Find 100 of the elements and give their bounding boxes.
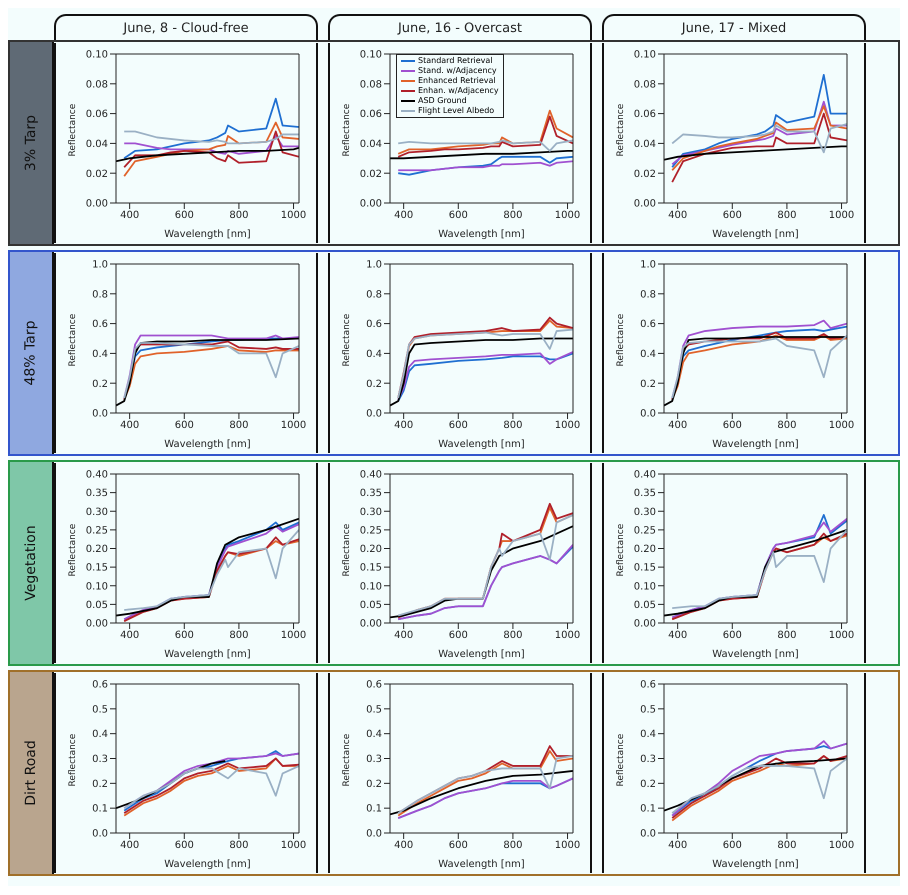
x-axis-title: Wavelength [nm] [712, 649, 799, 660]
x-axis-title: Wavelength [nm] [438, 649, 525, 660]
y-tick-label: 0.0 [92, 828, 108, 840]
y-tick-label: 0.10 [634, 581, 656, 592]
y-tick-label: 0.10 [360, 581, 382, 592]
line-series [123, 130, 299, 168]
x-tick-label: 800 [503, 210, 522, 222]
y-tick-label: 0.30 [86, 506, 108, 518]
y-tick-label: 0.00 [634, 198, 656, 210]
y-tick-label: 0.4 [92, 729, 108, 740]
line-series [390, 770, 573, 816]
text: 48% Tarp [23, 320, 39, 386]
y-tick-label: 0.05 [634, 600, 656, 611]
y-axis-title: Reflectance [342, 103, 352, 156]
x-tick-label: 600 [722, 420, 742, 432]
y-tick-label: 0.6 [640, 319, 656, 330]
y-tick-label: 0.02 [360, 168, 382, 180]
x-axis-title: Wavelength [nm] [712, 859, 799, 870]
y-tick-label: 0.20 [86, 544, 108, 556]
legend-label: Stand. w/Adjacency [418, 66, 497, 76]
legend-label: Flight Level Albedo [418, 106, 494, 116]
y-axis-title: Reflectance [68, 733, 78, 786]
x-tick-label: 600 [722, 210, 742, 222]
legend-label: Enhanced Retrieval [418, 76, 496, 86]
x-tick-label: 600 [722, 840, 742, 852]
x-tick-label: 1000 [280, 210, 306, 222]
y-tick-label: 0.2 [366, 378, 382, 390]
y-tick-label: 0.02 [86, 168, 108, 180]
x-tick-label: 400 [394, 630, 414, 642]
x-tick-label: 800 [229, 630, 248, 642]
y-tick-label: 0.6 [366, 319, 382, 330]
y-tick-label: 0.06 [634, 109, 656, 120]
y-tick-label: 0.35 [360, 488, 382, 500]
line-series [123, 98, 299, 160]
x-tick-label: 400 [120, 630, 140, 642]
y-tick-label: 0.25 [86, 525, 108, 536]
x-tick-label: 400 [668, 630, 688, 642]
x-tick-label: 800 [229, 840, 248, 852]
y-tick-label: 0.2 [640, 778, 656, 790]
x-tick-label: 800 [503, 630, 522, 642]
legend-label: Standard Retrieval [418, 56, 492, 66]
y-tick-label: 0.25 [634, 525, 656, 536]
line-series [123, 765, 299, 810]
y-tick-label: 0.1 [366, 804, 382, 815]
y-tick-label: 0.0 [640, 828, 656, 840]
chart-title: June, 16 - Overcast [328, 14, 592, 40]
y-tick-label: 0.4 [640, 729, 656, 740]
x-tick-label: 600 [722, 630, 742, 642]
x-tick-label: 1000 [280, 420, 306, 432]
y-tick-label: 0.10 [86, 581, 108, 592]
y-tick-label: 0.4 [366, 729, 382, 740]
y-axis-title: Reflectance [68, 313, 78, 366]
y-tick-label: 0.30 [360, 506, 382, 518]
x-tick-label: 600 [448, 420, 468, 432]
x-tick-label: 600 [174, 210, 194, 222]
y-tick-label: 0.5 [92, 704, 108, 716]
x-tick-label: 1000 [828, 420, 854, 432]
x-tick-label: 400 [120, 840, 140, 852]
x-tick-label: 800 [229, 210, 248, 222]
y-tick-label: 0.8 [92, 289, 108, 300]
line-series [390, 150, 573, 160]
x-axis-title: Wavelength [nm] [164, 649, 251, 660]
line-series [123, 130, 299, 144]
y-tick-label: 0.10 [634, 50, 656, 61]
x-tick-label: 600 [448, 210, 468, 222]
x-tick-label: 400 [394, 420, 414, 432]
y-tick-label: 0.35 [634, 488, 656, 500]
y-tick-label: 0.20 [634, 544, 656, 556]
y-axis-title: Reflectance [342, 733, 352, 786]
y-tick-label: 0.35 [86, 488, 108, 500]
y-tick-label: 0.10 [360, 50, 382, 61]
y-tick-label: 0.3 [366, 754, 382, 766]
y-tick-label: 0.0 [366, 408, 382, 420]
y-tick-label: 0.1 [92, 804, 108, 815]
y-tick-label: 0.8 [366, 289, 382, 300]
x-tick-label: 400 [394, 210, 414, 222]
chart-title: June, 8 - Cloud-free [54, 14, 318, 40]
text: 3% Tarp [23, 114, 39, 172]
y-axis-title: Reflectance [616, 523, 626, 576]
legend-label: Enhan. w/Adjacency [418, 86, 499, 96]
y-tick-label: 0.00 [360, 198, 382, 210]
x-tick-label: 600 [448, 840, 468, 852]
y-tick-label: 0.02 [634, 168, 656, 180]
x-tick-label: 800 [503, 840, 522, 852]
x-axis-title: Wavelength [nm] [164, 859, 251, 870]
y-tick-label: 0.00 [86, 618, 108, 630]
x-tick-label: 1000 [554, 630, 580, 642]
line-series [123, 135, 299, 155]
x-tick-label: 1000 [554, 420, 580, 432]
x-tick-label: 400 [120, 210, 140, 222]
x-tick-label: 800 [777, 210, 796, 222]
y-tick-label: 0.15 [634, 562, 656, 574]
x-axis-title: Wavelength [nm] [438, 229, 525, 240]
y-tick-label: 0.0 [366, 828, 382, 840]
y-axis-title: Reflectance [616, 733, 626, 786]
text: Dirt Road [23, 740, 39, 806]
line-series [671, 123, 847, 154]
x-tick-label: 600 [448, 630, 468, 642]
x-tick-label: 400 [668, 210, 688, 222]
y-tick-label: 0.5 [366, 704, 382, 716]
